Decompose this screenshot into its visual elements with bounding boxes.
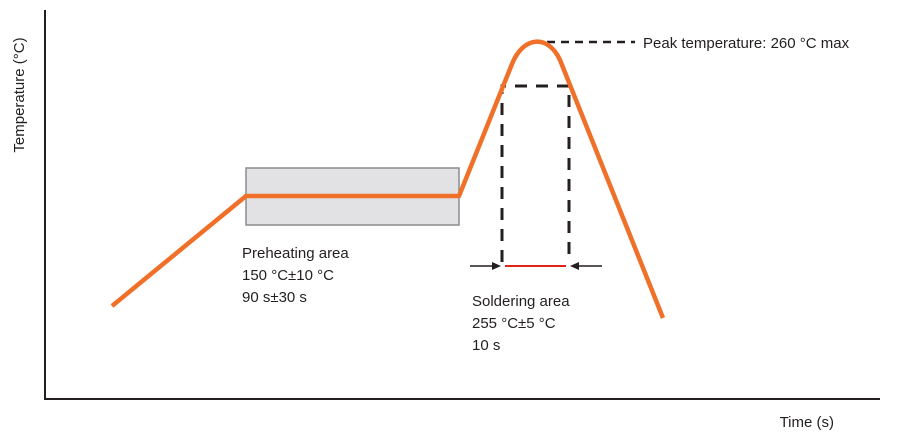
soldering-area-box <box>500 84 571 262</box>
soldering-temperature: 255 °C±5 °C <box>472 315 556 332</box>
preheat-duration: 90 s±30 s <box>242 289 307 306</box>
preheat-title: Preheating area <box>242 245 349 262</box>
left-arrow-head <box>492 262 501 270</box>
temperature-profile-curve <box>110 39 666 319</box>
right-arrow-head <box>570 262 579 270</box>
peak-temperature-label: Peak temperature: 260 °C max <box>643 35 850 52</box>
soldering-title: Soldering area <box>472 293 570 310</box>
x-axis-label: Time (s) <box>780 414 834 431</box>
y-axis-label: Temperature (°C) <box>11 37 28 152</box>
preheat-temperature: 150 °C±10 °C <box>242 267 334 284</box>
soldering-duration: 10 s <box>472 337 500 354</box>
